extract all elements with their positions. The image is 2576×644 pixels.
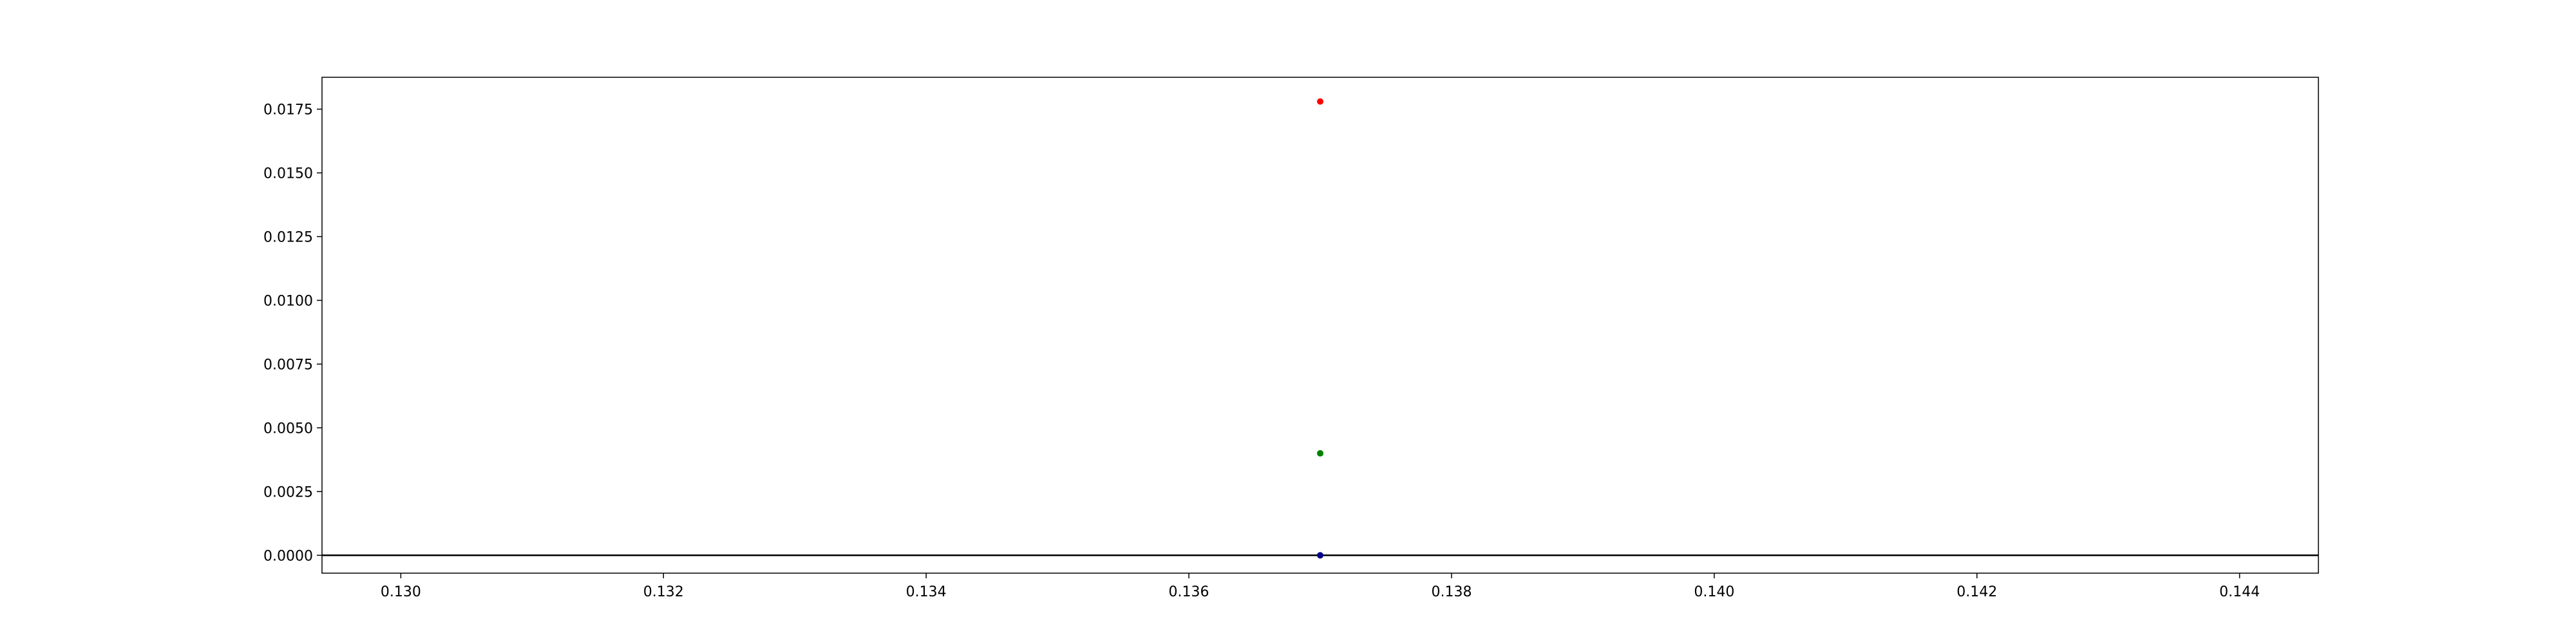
x-tick-label: 0.134 [906, 584, 947, 600]
plot-area [321, 77, 2319, 574]
x-axis: 0.130 0.132 0.134 0.136 0.138 0.140 0.142 0.144 [381, 573, 2260, 600]
y-tick-label: 0.0050 [263, 421, 313, 437]
x-tick-label: 0.142 [1956, 584, 1997, 600]
data-point-series-2 [1317, 450, 1323, 457]
x-tick-label: 0.138 [1431, 584, 1472, 600]
x-tick-label: 0.132 [643, 584, 684, 600]
y-tick-label: 0.0075 [263, 357, 313, 373]
data-point-series-3 [1317, 552, 1323, 559]
data-points [1317, 98, 1323, 559]
x-tick-label: 0.136 [1169, 584, 1209, 600]
x-tick-label: 0.140 [1694, 584, 1734, 600]
y-tick-label: 0.0025 [263, 484, 313, 500]
y-tick-label: 0.0100 [263, 293, 313, 309]
y-tick-label: 0.0150 [263, 166, 313, 182]
data-point-series-1 [1317, 98, 1323, 105]
y-tick-label: 0.0175 [263, 102, 313, 118]
x-tick-label: 0.144 [2219, 584, 2260, 600]
x-tick-label: 0.130 [381, 584, 421, 600]
y-tick-label: 0.0000 [263, 548, 313, 564]
y-axis: 0.0000 0.0025 0.0050 0.0075 0.0100 0.0125 0.01… [263, 102, 322, 564]
y-tick-label: 0.0125 [263, 229, 313, 245]
